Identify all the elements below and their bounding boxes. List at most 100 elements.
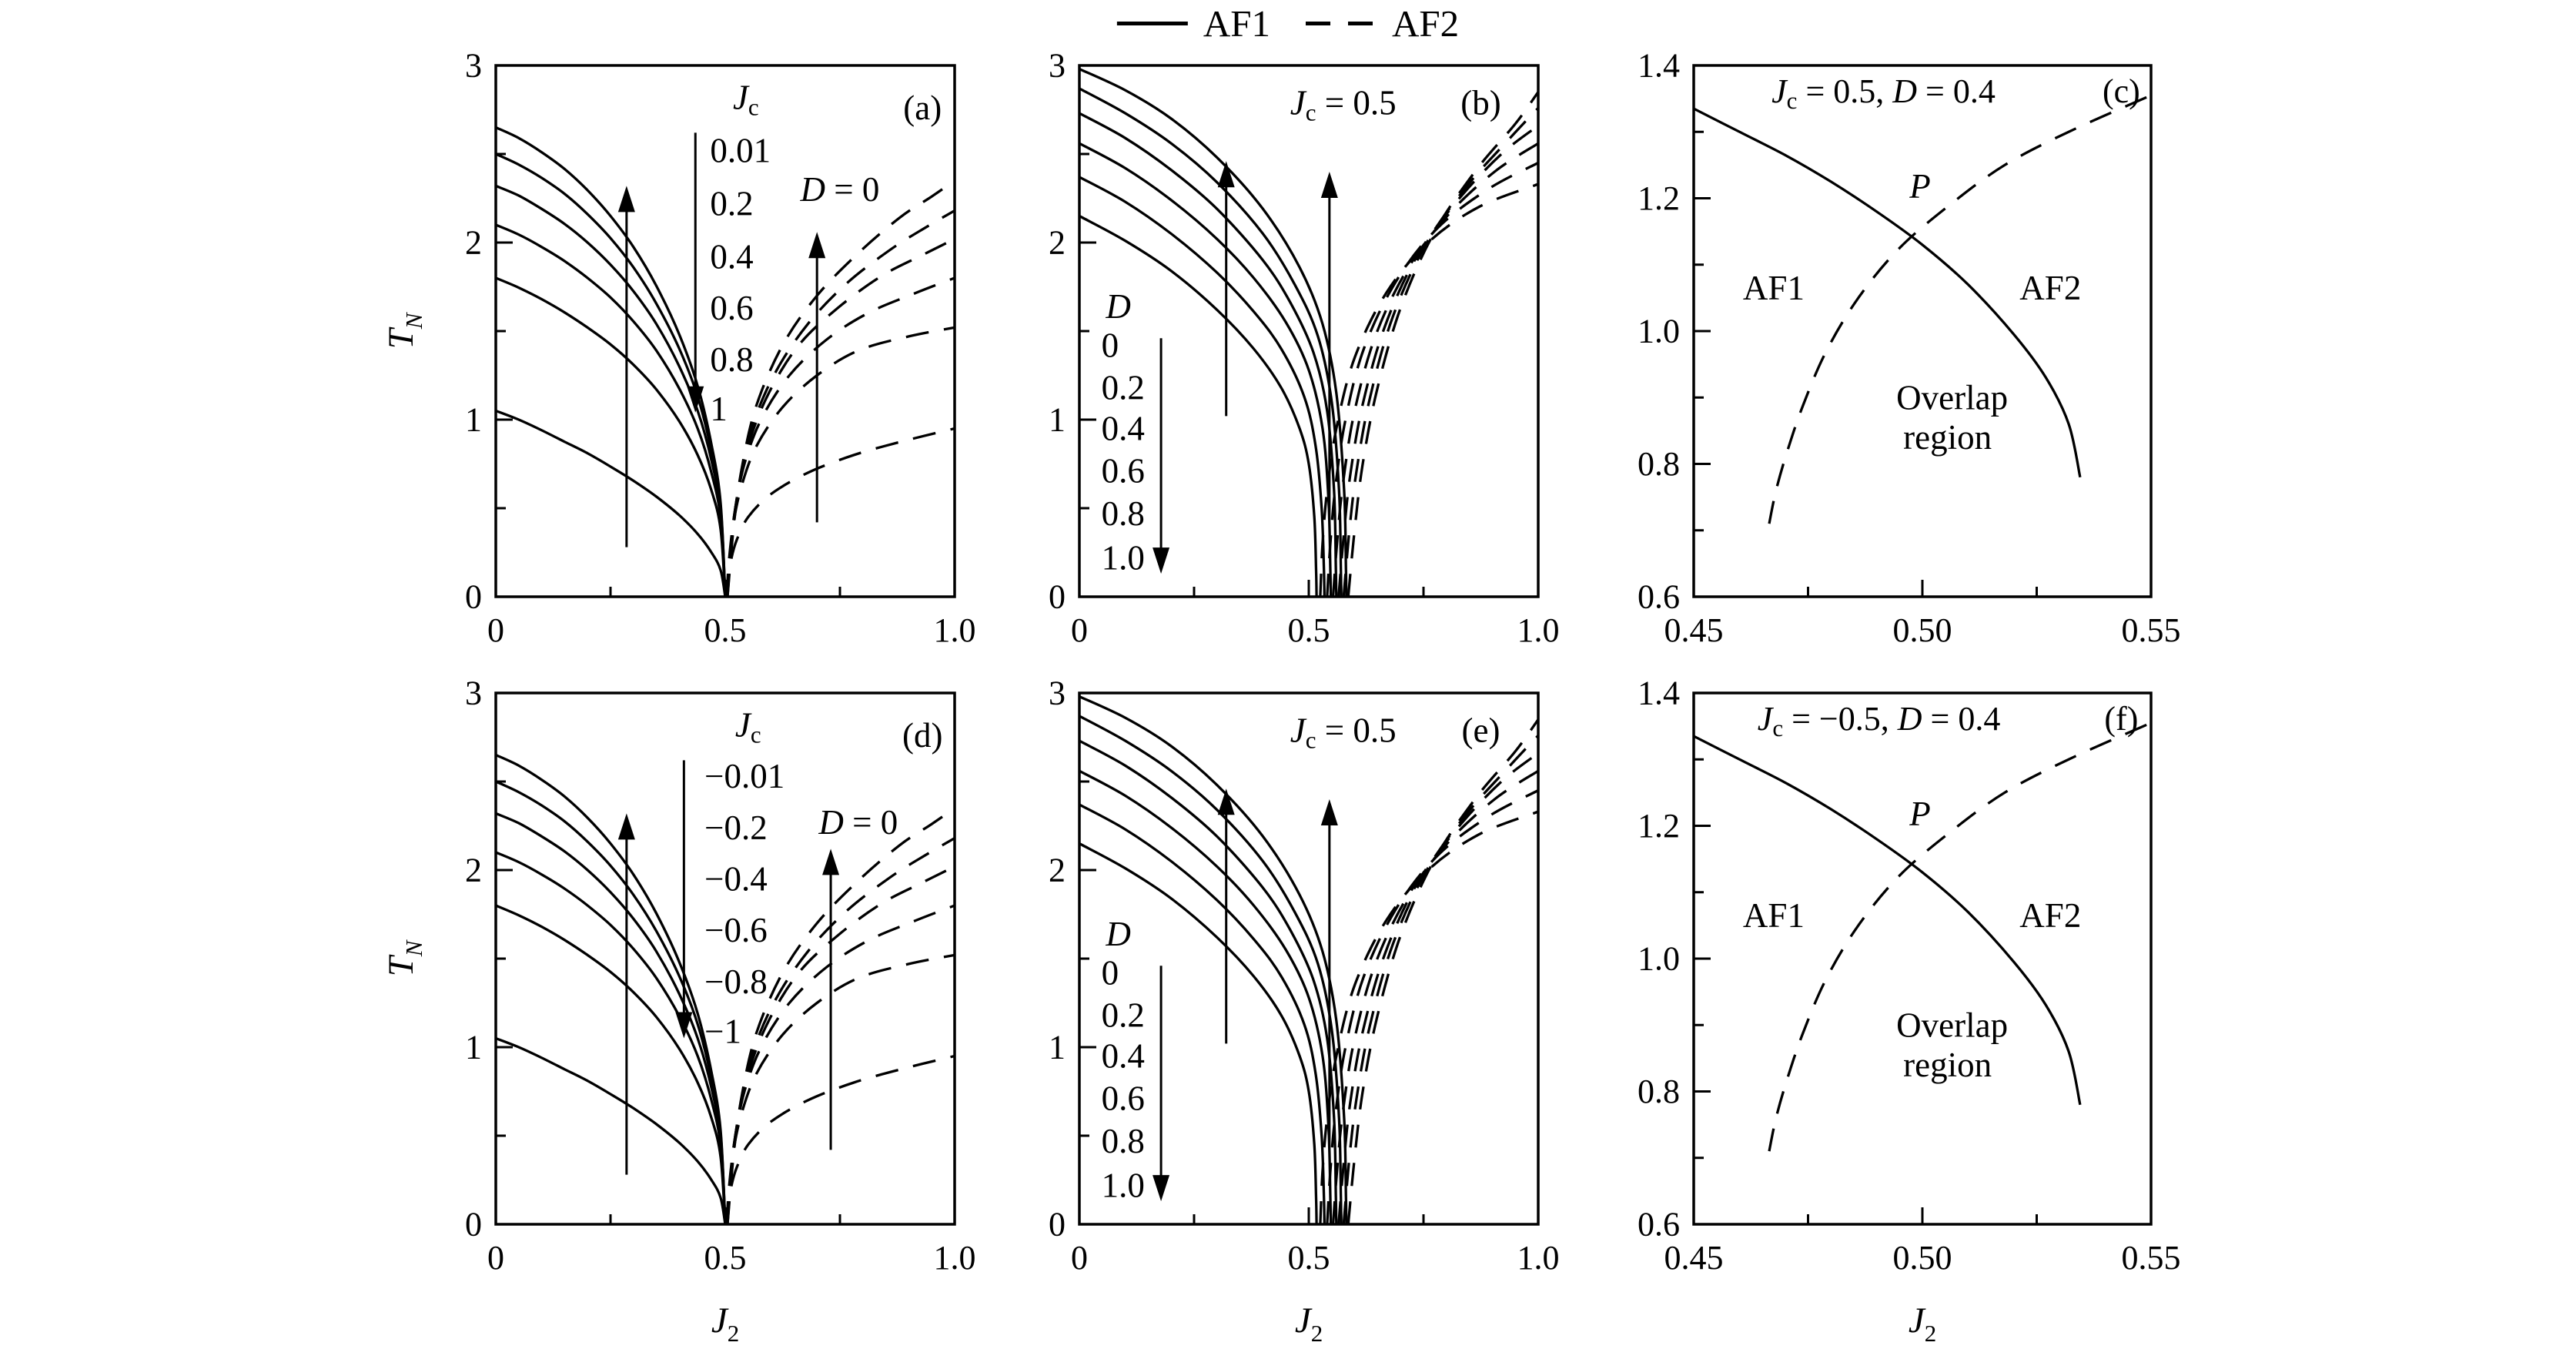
annotation-text: −0.01 — [704, 757, 785, 795]
arrowhead-icon — [1153, 1175, 1170, 1202]
af1-curve — [495, 754, 727, 1225]
y-tick-label: 1.4 — [1638, 47, 1680, 85]
af1-curve — [1079, 176, 1326, 598]
af2-curve — [1347, 91, 1540, 598]
annotation-text: 0 — [1102, 326, 1119, 364]
arrowhead-icon — [808, 232, 826, 259]
x-tick-label: 0 — [487, 611, 504, 649]
annotation-text: 0.8 — [710, 340, 753, 379]
arrowhead-icon — [687, 386, 704, 413]
annotation-text: Overlap — [1896, 378, 2008, 417]
annotation-text: Jc = −0.5, D = 0.4 — [1758, 699, 2001, 741]
af1-curve — [1079, 842, 1318, 1225]
x-tick-label: 0.5 — [1288, 1239, 1330, 1277]
y-tick-label: 3 — [1049, 674, 1066, 712]
y-tick-label: 2 — [1049, 852, 1066, 889]
x-tick-label: 1.0 — [1517, 611, 1560, 649]
plot-frame — [1078, 64, 1540, 598]
y-tick-label: 3 — [465, 674, 482, 712]
af1-curve — [1693, 107, 2082, 478]
annotation-text: P — [1909, 167, 1931, 206]
af1-curve — [1079, 739, 1338, 1225]
annotation-text: 1 — [710, 390, 728, 428]
af2-curve — [1331, 769, 1539, 1225]
y-tick-label: 2 — [1049, 224, 1066, 262]
af2-curve — [725, 1054, 955, 1225]
annotation-text: 1.0 — [1102, 1166, 1145, 1204]
annotation-text: Overlap — [1896, 1006, 2008, 1044]
plot-frame — [1078, 691, 1540, 1226]
annotation-text: D = 0 — [818, 803, 898, 842]
af1-curve — [495, 409, 727, 598]
annotation-text: (a) — [903, 89, 942, 127]
annotation-text: Jc = 0.5 — [1290, 83, 1397, 126]
arrowhead-icon — [1153, 547, 1170, 574]
legend-item-af1: AF1 — [1116, 2, 1270, 45]
af1-curve — [495, 780, 727, 1225]
af1-curve — [1079, 215, 1318, 598]
annotation-text: 0.6 — [710, 289, 753, 327]
arrowhead-icon — [1320, 172, 1338, 198]
y-tick-label: 1.0 — [1638, 940, 1680, 978]
y-tick-label: 2 — [465, 852, 482, 889]
annotation-text: (f) — [2104, 699, 2138, 737]
annotation-text: 0.4 — [710, 237, 753, 276]
af1-curve — [1079, 112, 1338, 598]
annotation-text: AF2 — [2019, 896, 2081, 935]
af2-curve — [725, 326, 955, 598]
y-tick-label: 2 — [465, 224, 482, 262]
x-tick-label: 0.50 — [1893, 1239, 1952, 1277]
annotation-text: 1.0 — [1102, 538, 1145, 577]
annotation-text: 0.2 — [1102, 369, 1145, 407]
annotation-text: 0.2 — [710, 184, 753, 223]
annotation-text: 0.6 — [1102, 1080, 1145, 1118]
annotation-text: D = 0 — [800, 170, 880, 209]
af2-curve — [726, 179, 955, 598]
annotation-text: (d) — [902, 716, 942, 755]
y-tick-label: 1.0 — [1638, 313, 1680, 350]
annotation-text: AF1 — [1743, 896, 1805, 935]
af2-curve — [725, 276, 955, 598]
x-tick-label: 0.55 — [2122, 1239, 2181, 1277]
legend-item-af2: AF2 — [1306, 2, 1459, 45]
arrowhead-icon — [1217, 788, 1235, 815]
annotation-text: 0.4 — [1102, 410, 1145, 448]
af1-curve — [495, 223, 727, 598]
y-tick-label: 1.2 — [1638, 807, 1680, 845]
y-tick-label: 1 — [465, 1029, 482, 1066]
y-tick-label: 0 — [1049, 578, 1066, 616]
annotation-text: 0.01 — [710, 131, 771, 169]
af1-curve — [495, 812, 727, 1225]
af2-curve — [1768, 721, 2152, 1152]
arrowhead-icon — [822, 849, 840, 875]
annotation-text: −0.4 — [704, 860, 768, 899]
y-tick-label: 3 — [1049, 47, 1066, 85]
y-tick-label: 1 — [465, 401, 482, 439]
annotation-text: 0.8 — [1102, 1122, 1145, 1160]
annotation-text: −0.6 — [704, 911, 768, 949]
plot-frame — [1692, 691, 2153, 1226]
x-tick-label: 0.50 — [1893, 611, 1952, 649]
x-tick-label: 1.0 — [934, 1239, 976, 1277]
af2-curve — [1342, 735, 1540, 1225]
annotation-text: (c) — [2103, 72, 2140, 109]
annotation-text: D — [1105, 287, 1131, 326]
x-tick-label: 0.55 — [2122, 611, 2181, 649]
annotation-text: Jc — [733, 78, 759, 119]
af2-curve — [1319, 810, 1539, 1225]
annotation-text: Jc — [735, 705, 761, 748]
y-tick-label: 3 — [465, 47, 482, 85]
annotation-text: region — [1903, 418, 1992, 457]
af2-curve — [725, 427, 955, 598]
y-tick-label: 0.8 — [1638, 445, 1680, 483]
arrowhead-icon — [1320, 799, 1338, 825]
af1-curve — [495, 126, 727, 598]
y-tick-label: 0.8 — [1638, 1073, 1680, 1110]
af2-dashed-line-icon — [1306, 22, 1377, 25]
annotation-text: (e) — [1462, 711, 1500, 749]
af1-curve — [495, 851, 727, 1225]
af2-curve — [1326, 789, 1539, 1225]
panel-a: 0 0.5 1.0 0 1 2 3 TN Jc 0.01 0.2 0.4 0.6 0.8 1 D = 0 (a) — [381, 47, 976, 650]
